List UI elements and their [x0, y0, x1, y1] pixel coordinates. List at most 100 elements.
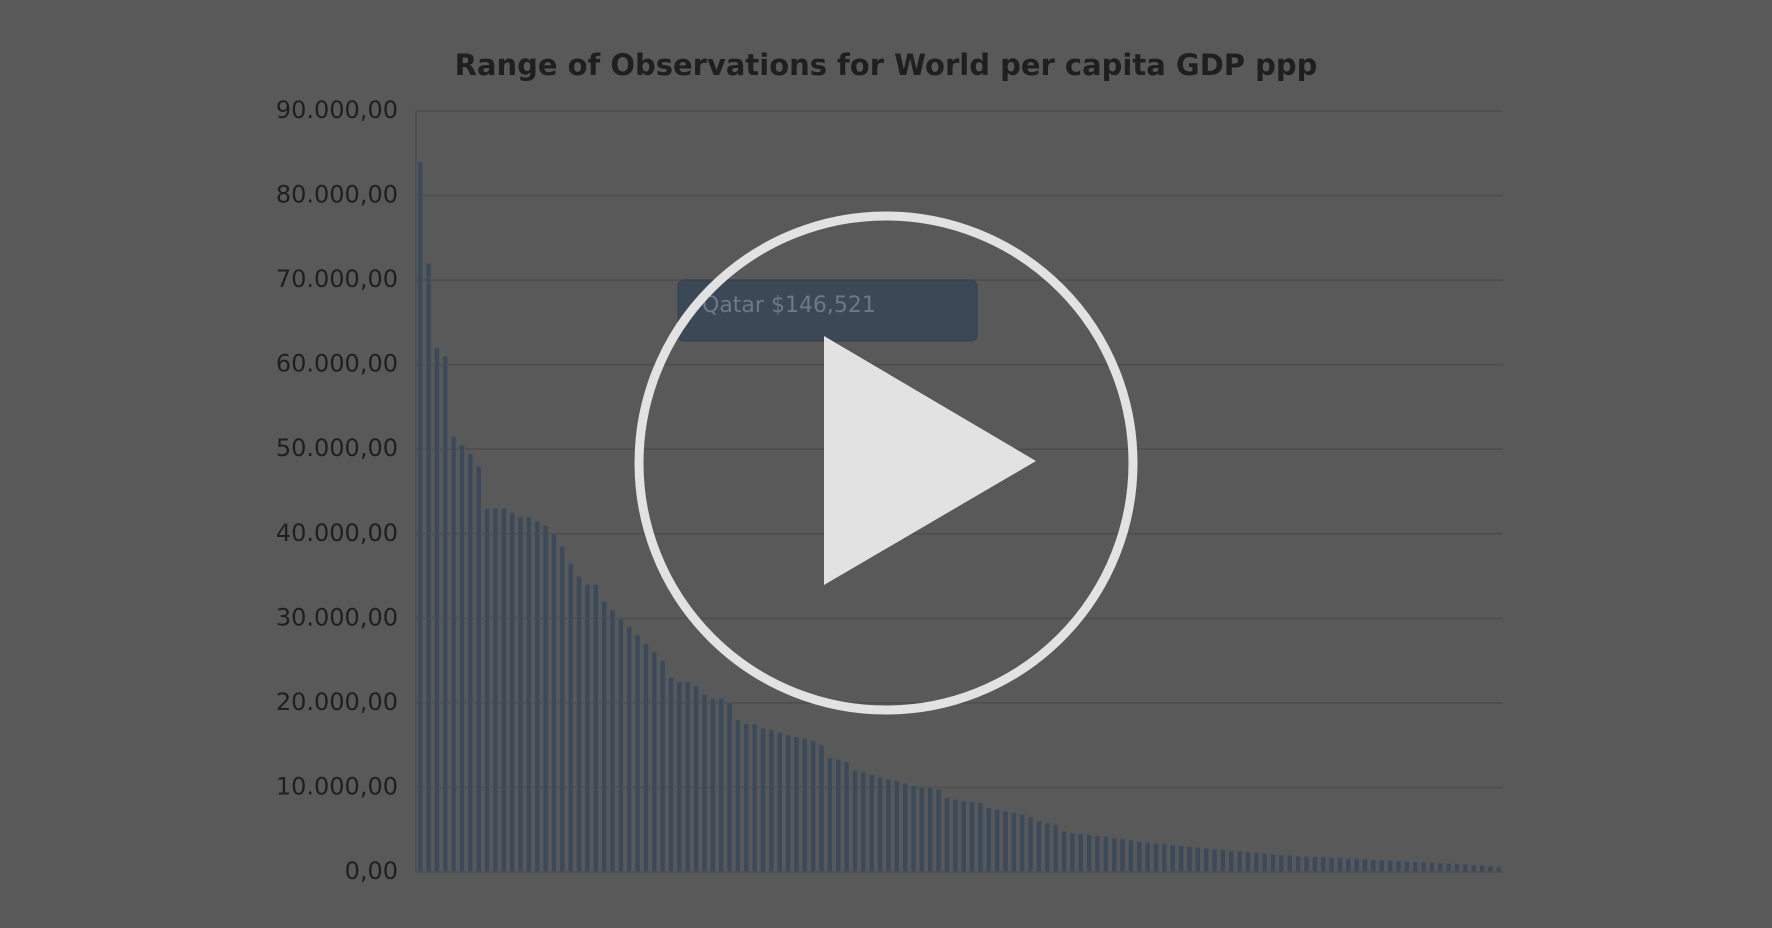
bar [1278, 854, 1285, 873]
y-tick-label: 10.000,00 [276, 772, 398, 800]
bar [592, 584, 599, 873]
bar [994, 809, 1000, 873]
bar [1337, 857, 1343, 873]
bar [651, 651, 658, 873]
bar [1479, 864, 1485, 873]
bar [902, 782, 908, 873]
bar [1019, 814, 1026, 873]
bar [475, 465, 482, 873]
play-icon[interactable] [824, 336, 1036, 585]
bar [843, 761, 850, 873]
bar [802, 738, 808, 873]
bar [1002, 810, 1009, 873]
bar [927, 787, 934, 873]
bar [1253, 852, 1260, 873]
bar [718, 698, 725, 873]
play-button[interactable] [634, 211, 1138, 715]
y-tick-label: 50.000,00 [276, 434, 398, 462]
bar [1044, 822, 1051, 873]
bar [618, 618, 624, 873]
bar [517, 516, 524, 873]
bar [969, 801, 975, 873]
bar [1496, 866, 1502, 873]
bar [442, 355, 449, 873]
bar [425, 262, 432, 873]
bar [1412, 861, 1419, 873]
bar [1027, 816, 1034, 873]
bar [751, 723, 758, 873]
bar [776, 732, 783, 873]
bar [1011, 812, 1017, 873]
bar [1153, 842, 1159, 873]
bar [1211, 848, 1218, 873]
bar [1220, 849, 1226, 873]
bar [885, 778, 892, 873]
bar [1487, 865, 1494, 873]
bar [852, 770, 858, 873]
bar [1370, 859, 1377, 873]
bar [827, 757, 833, 873]
bar [1404, 861, 1410, 873]
bar [500, 508, 507, 873]
bar [1178, 845, 1184, 873]
bar [551, 533, 557, 873]
bar [601, 601, 607, 873]
bar [1328, 857, 1335, 873]
bar [626, 626, 633, 873]
bar [1420, 861, 1427, 873]
y-tick-label: 70.000,00 [276, 265, 398, 293]
bar [526, 516, 532, 873]
bar [1245, 851, 1251, 873]
bar [1061, 831, 1067, 873]
bar [1345, 858, 1352, 873]
bar [534, 520, 541, 873]
bar [977, 802, 984, 873]
y-tick-label: 90.000,00 [276, 96, 398, 124]
bar [1378, 859, 1385, 873]
bar [1128, 839, 1134, 873]
bar [1295, 855, 1301, 873]
bar [684, 681, 691, 873]
bar [1286, 855, 1293, 873]
bar [1228, 850, 1235, 873]
bar [1429, 862, 1435, 873]
bar [1103, 836, 1109, 873]
bar [1454, 863, 1460, 873]
bar [1462, 864, 1469, 873]
y-tick-label: 80.000,00 [276, 181, 398, 209]
bar [910, 785, 917, 873]
bar [835, 759, 842, 873]
bar [785, 734, 791, 873]
bar [1194, 847, 1201, 873]
bar [659, 660, 666, 873]
bar [668, 677, 674, 873]
bar [743, 723, 750, 873]
bar [576, 575, 582, 873]
play-circle[interactable] [634, 211, 1138, 715]
y-tick-label: 40.000,00 [276, 519, 398, 547]
bar [417, 161, 423, 873]
bar [810, 740, 816, 873]
bar [1270, 853, 1276, 873]
bar [1161, 843, 1168, 873]
bar [1320, 856, 1327, 873]
bar [1236, 850, 1243, 873]
y-tick-label: 20.000,00 [276, 688, 398, 716]
bar [1203, 848, 1209, 873]
bar [1036, 820, 1042, 873]
bar [1094, 835, 1101, 873]
tooltip-text: Qatar $146,521 [702, 293, 876, 318]
bar [1077, 833, 1084, 873]
bar [1437, 862, 1444, 873]
bar [609, 609, 616, 873]
bar [676, 681, 683, 873]
bar [877, 776, 883, 873]
y-tick-label: 0,00 [345, 857, 398, 885]
bar [459, 444, 465, 873]
bar [1395, 860, 1402, 873]
bar [484, 508, 490, 873]
chart-title: Range of Observations for World per capi… [455, 48, 1318, 82]
bar [1169, 844, 1176, 873]
bar [1470, 864, 1477, 873]
